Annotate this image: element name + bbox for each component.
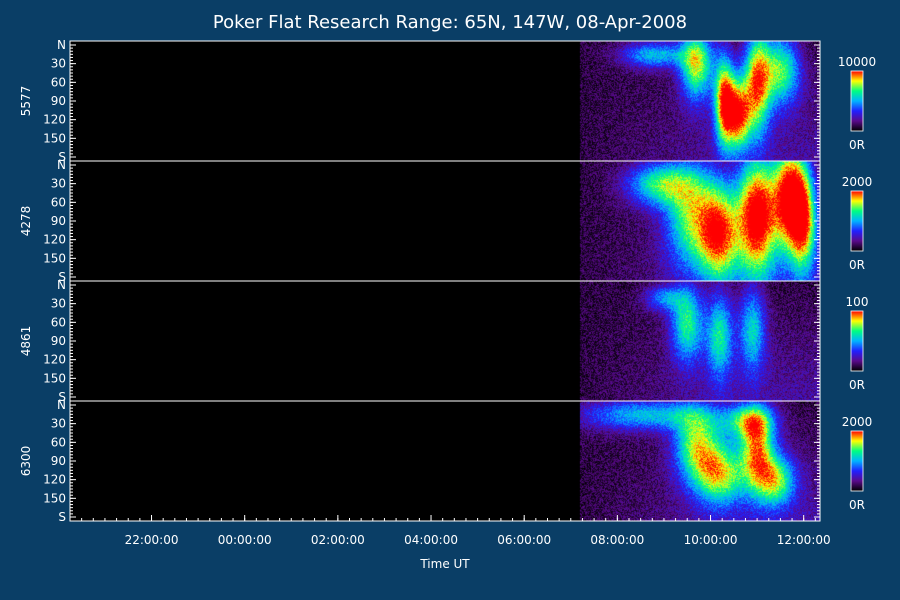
colorbar-4861 — [850, 310, 864, 372]
y-tick-label: 150 — [43, 251, 66, 265]
y-tick-label: 90 — [51, 334, 66, 348]
y-tick-label: 60 — [51, 315, 66, 329]
y-tick-label: S — [58, 510, 66, 524]
y-tick-label: 120 — [43, 233, 66, 247]
y-tick-label: 30 — [51, 177, 66, 191]
y-tick-label: 120 — [43, 113, 66, 127]
y-tick-label: 90 — [51, 214, 66, 228]
colorbar-min-label: 0R — [849, 498, 865, 512]
y-tick-label: 120 — [43, 353, 66, 367]
x-tick-label: 04:00:00 — [404, 533, 458, 547]
panel-wavelength-label: 5577 — [19, 86, 33, 117]
y-tick-label: S — [58, 390, 66, 404]
colorbar-min-label: 0R — [849, 138, 865, 152]
panel-wavelength-label: 6300 — [19, 446, 33, 477]
x-tick-label: 08:00:00 — [590, 533, 644, 547]
y-tick-label: S — [58, 270, 66, 284]
y-tick-label: 60 — [51, 195, 66, 209]
colorbar-min-label: 0R — [849, 378, 865, 392]
y-tick-label: 30 — [51, 57, 66, 71]
x-tick-label: 12:00:00 — [777, 533, 831, 547]
colorbar-max-label: 10000 — [838, 55, 876, 69]
panel-wavelength-label: 4278 — [19, 206, 33, 237]
y-tick-label: 60 — [51, 435, 66, 449]
colorbar-4278 — [850, 190, 864, 252]
y-tick-label: 90 — [51, 454, 66, 468]
y-tick-label: 60 — [51, 75, 66, 89]
y-tick-label: 120 — [43, 473, 66, 487]
x-tick-label: 00:00:00 — [218, 533, 272, 547]
y-tick-label: N — [57, 398, 66, 412]
chart-title: Poker Flat Research Range: 65N, 147W, 08… — [213, 12, 687, 33]
y-tick-label: N — [57, 38, 66, 52]
x-axis: 22:00:00 00:00:00 02:00:00 04:00:00 06:00:00… — [125, 533, 831, 547]
colorbar-max-label: 2000 — [842, 175, 873, 189]
colorbar-max-label: 2000 — [842, 415, 873, 429]
x-tick-label: 02:00:00 — [311, 533, 365, 547]
colorbar-6300 — [850, 430, 864, 492]
y-tick-label: S — [58, 150, 66, 164]
y-tick-label: N — [57, 158, 66, 172]
x-tick-label: 10:00:00 — [684, 533, 738, 547]
panel-frames — [69, 40, 821, 522]
panel-wavelength-label: 4861 — [19, 326, 33, 357]
y-tick-label: 30 — [51, 297, 66, 311]
y-tick-label: 90 — [51, 94, 66, 108]
colorbar-min-label: 0R — [849, 258, 865, 272]
y-tick-label: N — [57, 278, 66, 292]
x-axis-label: Time UT — [419, 557, 470, 571]
y-tick-label: 150 — [43, 491, 66, 505]
panel-frame — [69, 400, 821, 522]
y-tick-label: 150 — [43, 131, 66, 145]
x-tick-label: 06:00:00 — [497, 533, 551, 547]
colorbar-5577 — [850, 70, 864, 132]
colorbar-max-label: 100 — [846, 295, 869, 309]
y-tick-label: 150 — [43, 371, 66, 385]
y-tick-label: 30 — [51, 417, 66, 431]
x-tick-label: 22:00:00 — [125, 533, 179, 547]
